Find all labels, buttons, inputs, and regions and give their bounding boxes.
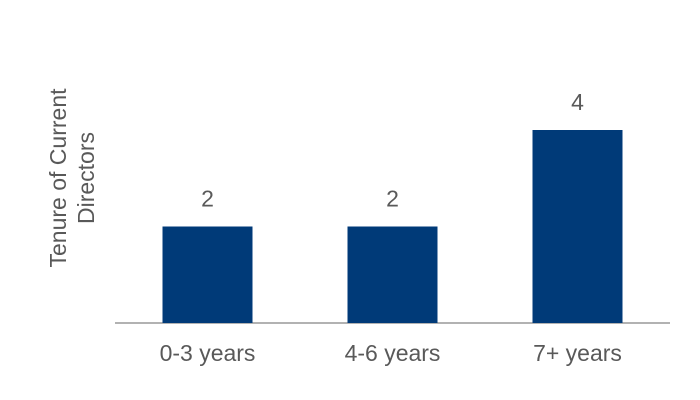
y-axis-title: Tenure of Current Directors	[45, 88, 99, 268]
x-tick-label: 0-3 years	[160, 340, 256, 366]
bar	[347, 226, 438, 323]
value-label: 2	[386, 186, 399, 212]
y-axis-title-line: Tenure of Current	[45, 88, 71, 268]
x-tick-label: 7+ years	[533, 340, 622, 366]
value-label: 4	[571, 89, 584, 115]
bar	[532, 130, 623, 323]
x-tick-label: 4-6 years	[345, 340, 441, 366]
value-label: 2	[201, 186, 214, 212]
bar	[162, 226, 253, 323]
y-axis-title-line: Directors	[73, 132, 99, 224]
